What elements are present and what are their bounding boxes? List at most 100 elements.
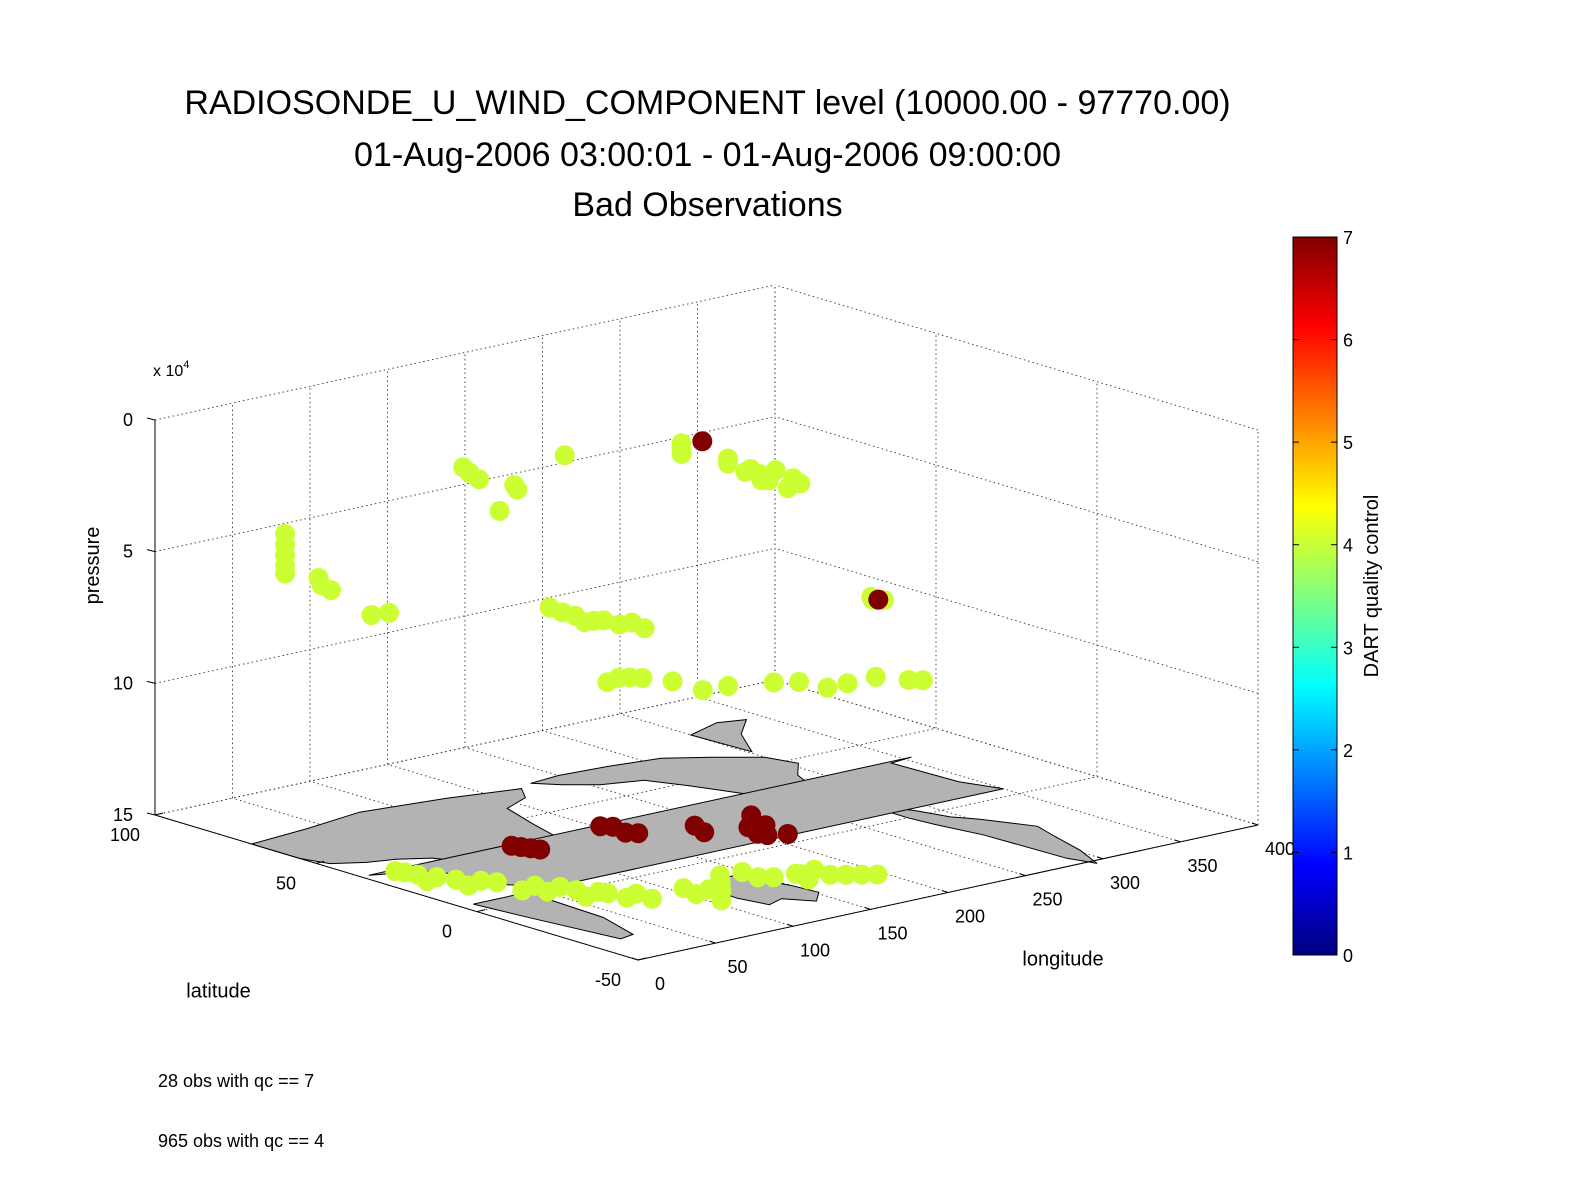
x-tick-label: 150 [877, 923, 907, 943]
qc4-count-note: 965 obs with qc == 4 [158, 1131, 325, 1151]
colorbar-tick-label: 3 [1343, 638, 1353, 658]
data-point-qc4 [820, 864, 841, 885]
data-point-qc4 [662, 671, 683, 692]
data-point-qc4 [642, 888, 662, 909]
axis-ticks: 0 50 100 150 200 250 300 350 400 -50 0 50 100 0 5 10 15 x… [82, 359, 1295, 1003]
x-tick-mark [1174, 839, 1181, 843]
side-wall-grid-line [774, 416, 1259, 563]
data-point-qc4 [837, 673, 858, 694]
data-point-qc4 [489, 500, 510, 521]
x-tick-label: 400 [1265, 839, 1295, 859]
z-tick-label: 10 [113, 673, 133, 693]
data-point-qc4 [763, 867, 784, 888]
qc7-count-note: 28 obs with qc == 7 [158, 1071, 315, 1091]
data-point-qc4 [804, 859, 825, 880]
x-tick-mark [1019, 873, 1026, 877]
side-wall-grid-line [774, 284, 1259, 431]
data-point-qc7 [741, 805, 762, 826]
floor-grid-line [697, 696, 1181, 843]
x-tick-mark [1251, 822, 1259, 826]
colorbar-tick-label: 0 [1343, 946, 1353, 966]
data-point-qc4 [758, 470, 779, 491]
y-tick-mark [476, 909, 486, 913]
colorbar-tick-label: 7 [1343, 228, 1353, 248]
data-point-qc4 [851, 864, 872, 885]
z-tick-mark [146, 812, 156, 816]
data-point-qc4 [634, 618, 655, 639]
data-point-qc7 [755, 815, 776, 836]
data-point-qc4 [379, 602, 399, 623]
colorbar: 0 1 2 3 4 5 6 7 DART quality control [1292, 228, 1383, 966]
x-tick-mark [1096, 856, 1104, 860]
x-tick-mark [786, 923, 794, 927]
data-point-qc4 [471, 870, 491, 891]
side-wall-grid-line [774, 679, 1259, 826]
data-point-qc4 [718, 676, 739, 696]
data-point-qc7 [692, 431, 713, 452]
colorbar-tick-label: 5 [1343, 433, 1353, 453]
z-axis-label: pressure [82, 527, 104, 605]
data-point-qc4 [710, 865, 730, 886]
y-axis-line [154, 814, 639, 961]
data-point-qc4 [550, 876, 571, 897]
data-point-qc4 [593, 610, 614, 631]
x-tick-mark [709, 940, 716, 944]
x-tick-mark [631, 957, 639, 961]
y-tick-mark [154, 812, 164, 816]
x-tick-label: 250 [1032, 890, 1062, 910]
colorbar-label: DART quality control [1361, 495, 1383, 678]
data-point-qc7 [868, 589, 889, 610]
z-tick-label: 0 [123, 410, 133, 430]
chart-title-line-3: Bad Observations [572, 186, 843, 224]
data-point-qc4 [426, 867, 447, 888]
data-point-qc4 [469, 469, 490, 490]
data-point-qc4 [789, 672, 809, 692]
data-point-qc4 [554, 445, 575, 466]
data-point-qc4 [275, 563, 296, 584]
y-tick-mark [637, 957, 647, 961]
side-wall-grid-line [774, 547, 1259, 694]
colorbar-gradient [1292, 236, 1338, 956]
z-tick-mark [146, 417, 156, 421]
data-point-qc4 [747, 867, 768, 888]
data-point-qc4 [632, 668, 653, 688]
data-point-qc4 [835, 864, 856, 885]
x-axis-label: longitude [1022, 949, 1103, 971]
colorbar-tick-label: 6 [1343, 331, 1353, 351]
y-tick-mark [315, 860, 325, 864]
y-tick-label: -50 [595, 970, 621, 990]
colorbar-tick-label: 2 [1343, 741, 1353, 761]
z-tick-mark [146, 549, 156, 553]
data-point-qc4 [361, 605, 382, 626]
data-point-qc4 [763, 672, 784, 693]
z-tick-label: 5 [123, 542, 133, 562]
land-polygon [689, 719, 753, 753]
x-tick-label: 350 [1187, 856, 1217, 876]
x-tick-label: 50 [727, 957, 747, 977]
data-point-qc4 [486, 872, 507, 893]
data-point-qc4 [912, 670, 933, 691]
data-point-qc4 [732, 862, 753, 882]
data-point-qc7 [530, 839, 551, 860]
data-point-qc4 [671, 443, 692, 464]
data-point-qc4 [597, 883, 618, 904]
x-tick-label: 200 [955, 907, 985, 927]
data-point-qc7 [628, 823, 649, 844]
x-tick-mark [864, 906, 871, 910]
data-points [275, 431, 933, 911]
colorbar-tick-label: 4 [1343, 536, 1353, 556]
data-point-qc4 [692, 680, 713, 701]
data-point-qc4 [321, 580, 341, 601]
data-point-qc4 [867, 864, 888, 885]
data-point-qc4 [898, 670, 919, 690]
chart-title-line-2: 01-Aug-2006 03:00:01 - 01-Aug-2006 09:00… [354, 136, 1061, 174]
y-axis-label: latitude [186, 981, 251, 1003]
data-point-qc4 [790, 473, 811, 494]
y-tick-label: 0 [442, 922, 452, 942]
x-tick-label: 0 [655, 974, 665, 994]
data-point-qc4 [865, 666, 886, 687]
colorbar-tick-label: 1 [1343, 843, 1353, 863]
land-polygon [869, 805, 1098, 864]
data-point-qc7 [694, 822, 715, 843]
data-point-qc4 [507, 479, 528, 500]
